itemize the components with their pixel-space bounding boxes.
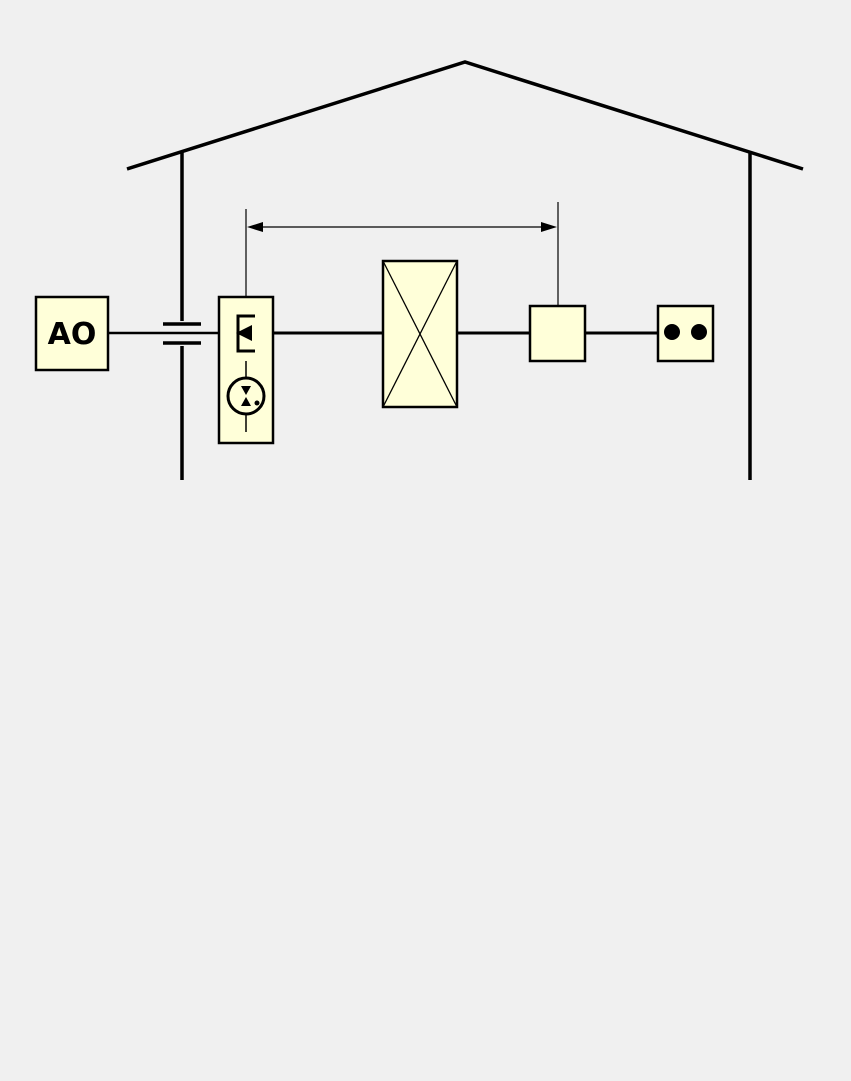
- socket-hole-icon: [664, 324, 680, 340]
- socket-outlet: [656, 304, 715, 363]
- entry-device-box: [217, 295, 275, 445]
- optical-sensor-icon: [226, 376, 266, 416]
- dot-icon: [254, 400, 260, 406]
- source-box-label: AO: [48, 317, 97, 352]
- junction-box: [528, 304, 587, 363]
- building-roof: [126, 60, 804, 171]
- capacitor-symbol: [163, 322, 201, 345]
- arrow-up-icon: [241, 397, 251, 406]
- source-box: AO: [34, 295, 110, 372]
- building-outline: [126, 60, 804, 480]
- arrow-left-icon: [236, 325, 252, 341]
- arrowhead-left-icon: [247, 222, 263, 232]
- arrow-down-icon: [241, 386, 251, 395]
- arrowhead-right-icon: [541, 222, 557, 232]
- dimension-line: [245, 202, 559, 306]
- socket-hole-icon: [691, 324, 707, 340]
- distribution-cabinet: [381, 259, 459, 409]
